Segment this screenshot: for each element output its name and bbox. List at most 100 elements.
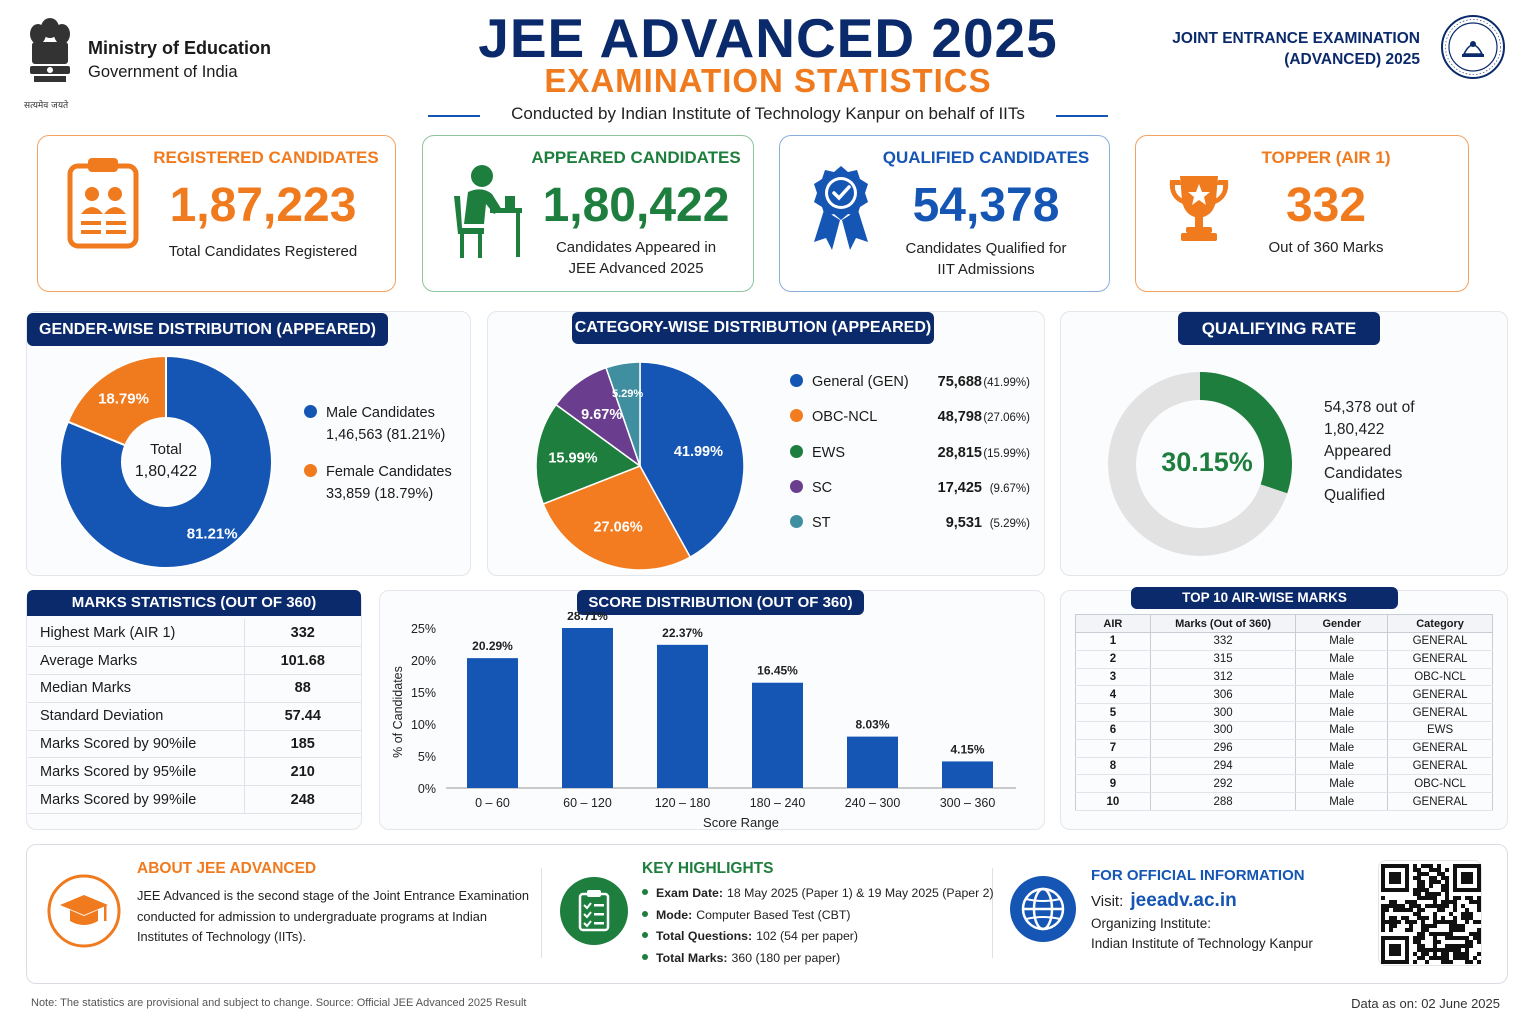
category-slice-label: 5.29% <box>612 388 643 400</box>
score-bar <box>942 761 993 788</box>
kpi-appeared-label: APPEARED CANDIDATES <box>531 148 741 167</box>
info-divider-2 <box>992 868 993 958</box>
ashoka-emblem-icon <box>22 14 78 100</box>
table-row: Median Marks 88 <box>28 674 361 703</box>
kpi-qualified-label: QUALIFIED CANDIDATES <box>882 148 1090 167</box>
list-item: Exam Date: 18 May 2025 (Paper 1) & 19 May… <box>642 883 994 905</box>
table-header-row: AIR Marks (Out of 360) Gender Category <box>1075 614 1493 633</box>
x-tick-label: 120 – 180 <box>655 796 711 810</box>
checklist-icon <box>559 876 629 946</box>
table-cell: 292 <box>1149 774 1297 794</box>
category-legend-item: OBC-NCL 48,798 (27.06%) <box>790 409 1034 444</box>
table-cell: Male <box>1295 668 1389 687</box>
official-title: FOR OFFICIAL INFORMATION <box>1091 867 1305 884</box>
gender-legend-male-detail: 1,46,563 (81.21%) <box>326 427 446 443</box>
y-tick-label: 15% <box>411 686 436 700</box>
kpi-registered-sub: Total Candidates Registered <box>168 243 358 260</box>
highlight-key: Total Questions: <box>656 929 753 943</box>
category-legend-name: General (GEN) <box>812 374 909 390</box>
table-header-cell: AIR <box>1075 614 1151 633</box>
y-tick-label: 0% <box>418 782 436 796</box>
table-row: 8 294 Male GENERAL <box>1075 757 1493 776</box>
official-website-link[interactable]: jeeadv.ac.in <box>1130 890 1237 911</box>
table-cell: Male <box>1295 685 1389 705</box>
highlight-key: Total Marks: <box>656 950 728 965</box>
gender-slice-label: 81.21% <box>187 525 238 542</box>
government-name: Government of India <box>88 63 238 81</box>
bar-value-label: 8.03% <box>855 718 889 732</box>
graduation-cap-icon <box>46 873 122 949</box>
table-header-cell: Gender <box>1295 614 1389 633</box>
top10-title: TOP 10 AIR-WISE MARKS <box>1131 587 1398 609</box>
kpi-appeared-sub1: Candidates Appeared in <box>555 239 717 256</box>
table-cell: Male <box>1295 774 1389 794</box>
footer-note: Note: The statistics are provisional and… <box>31 997 527 1009</box>
table-row: Marks Scored by 95%ile 210 <box>28 757 361 787</box>
marks-value: 210 <box>243 757 361 787</box>
highlight-key: Exam Date: <box>656 886 723 900</box>
table-row: 5 300 Male GENERAL <box>1075 703 1493 722</box>
kpi-appeared-value: 1,80,422 <box>542 179 730 232</box>
score-bar <box>847 736 898 788</box>
table-cell: OBC-NCL <box>1387 668 1493 687</box>
highlight-key: Mode: <box>656 907 693 922</box>
table-row: 10 288 Male GENERAL <box>1075 792 1493 811</box>
legend-dot <box>790 409 803 423</box>
table-cell: OBC-NCL <box>1387 774 1493 794</box>
category-slice-label: 41.99% <box>674 444 723 460</box>
category-legend-pct: (27.06%) <box>983 412 1030 425</box>
table-row: Standard Deviation 57.44 <box>28 702 361 731</box>
table-row: Marks Scored by 90%ile 185 <box>28 730 361 759</box>
marks-table: Highest Mark (AIR 1) 332 Average Marks 101.… <box>28 619 361 815</box>
category-legend-item: ST 9,531 (5.29%) <box>790 515 1034 550</box>
ministry-name: Ministry of Education <box>88 38 272 58</box>
table-header-cell: Category <box>1387 614 1493 633</box>
gender-slice <box>59 354 273 569</box>
category-legend-count: 48,798 <box>937 409 982 426</box>
y-axis-label: % of Candidates <box>391 666 405 758</box>
emblem-motto: सत्यमेव जयते <box>24 101 69 111</box>
marks-value: 88 <box>243 674 361 703</box>
table-cell: Male <box>1295 792 1389 811</box>
category-pie-chart: 41.99% 27.06% 15.99% 9.67% 5.29% <box>535 361 745 571</box>
highlights-list: Exam Date: 18 May 2025 (Paper 1) & 19 May… <box>642 883 994 969</box>
highlight-value: 18 May 2025 (Paper 1) & 19 May 2025 (Pap… <box>726 886 994 900</box>
legend-dot <box>790 374 803 387</box>
qualifying-value: 30.15% <box>1161 447 1253 477</box>
y-tick-label: 25% <box>411 622 436 636</box>
table-cell: 288 <box>1149 792 1297 811</box>
marks-value: 332 <box>243 619 361 648</box>
legend-dot <box>304 405 317 418</box>
table-row: Average Marks 101.68 <box>28 646 361 676</box>
category-slice <box>542 465 692 571</box>
about-line: JEE Advanced is the second stage of the … <box>137 888 529 903</box>
qualifying-caption-line: Appeared <box>1324 443 1392 460</box>
tagline: Conducted by Indian Institute of Technol… <box>511 104 1025 123</box>
category-slice <box>639 361 745 559</box>
x-tick-label: 60 – 120 <box>563 796 612 810</box>
x-tick-label: 240 – 300 <box>845 796 901 810</box>
bullet <box>642 910 648 917</box>
marks-value: 101.68 <box>243 646 361 676</box>
category-legend-pct: (9.67%) <box>989 482 1030 495</box>
bar-value-label: 28.71% <box>567 612 608 623</box>
about-text: JEE Advanced is the second stage of the … <box>137 886 529 948</box>
table-cell: 8 <box>1075 757 1151 776</box>
table-cell: 312 <box>1149 668 1297 687</box>
gender-legend-male: Male Candidates <box>304 405 435 421</box>
table-cell: 306 <box>1149 685 1297 705</box>
category-legend-pct: (41.99%) <box>983 377 1030 389</box>
gender-legend-male-name: Male Candidates <box>326 405 435 421</box>
legend-dot <box>790 444 803 458</box>
kpi-appeared-sub2: JEE Advanced 2025 <box>568 260 704 277</box>
kpi-qualified-sub1: Candidates Qualified for <box>905 240 1067 257</box>
gender-legend-female-name: Female Candidates <box>326 464 452 480</box>
qualifying-caption-line: 1,80,422 <box>1324 421 1385 438</box>
category-legend-name: EWS <box>812 444 846 461</box>
list-item: Total Marks: 360 (180 per paper) <box>642 948 994 970</box>
category-title: CATEGORY-WISE DISTRIBUTION (APPEARED) <box>572 312 934 344</box>
page-subtitle: EXAMINATION STATISTICS <box>544 62 992 99</box>
gender-title: GENDER-WISE DISTRIBUTION (APPEARED) <box>27 313 388 346</box>
official-org: Indian Institute of Technology Kanpur <box>1091 936 1313 951</box>
table-cell: GENERAL <box>1387 757 1493 776</box>
